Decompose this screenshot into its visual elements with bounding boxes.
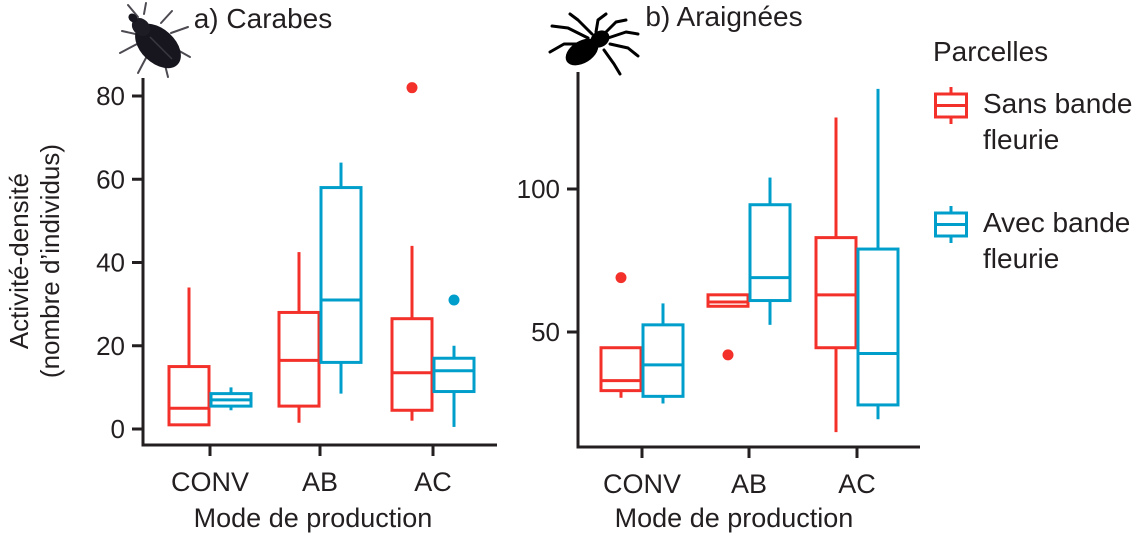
x-tick-label: CONV <box>603 469 681 499</box>
y-axis-label-line2: (nombre d’individus) <box>35 143 65 379</box>
box <box>319 186 363 364</box>
box <box>641 323 685 398</box>
y-tick-label: 20 <box>96 331 125 361</box>
beetle-icon <box>119 2 191 78</box>
y-tick-label: 100 <box>517 174 560 204</box>
x-axis-label-panel-b: Mode de production <box>614 503 854 533</box>
x-tick-label: AB <box>731 469 767 499</box>
outlier-point <box>615 272 627 284</box>
y-tick-label: 40 <box>96 248 125 278</box>
x-tick-label: AC <box>414 467 452 497</box>
x-tick-label: CONV <box>171 467 249 497</box>
box <box>390 317 434 412</box>
box <box>432 356 476 394</box>
box <box>814 236 858 350</box>
box <box>599 346 643 393</box>
box <box>748 203 792 303</box>
legend-label: Sans bande fleurie <box>983 88 1133 155</box>
axis-line <box>576 72 920 449</box>
legend-title: Parcelles <box>933 36 1049 67</box>
legend-item-sans-bande: Sans bande fleurie <box>933 86 1145 158</box>
boxplot-glyph-icon <box>934 87 968 124</box>
legend: Parcelles Sans bande fleurie <box>933 36 1145 277</box>
outlier-point <box>448 294 460 306</box>
box <box>856 247 900 407</box>
panel-b-title: b) Araignées <box>645 1 803 32</box>
axis-line <box>141 78 497 447</box>
box <box>167 365 211 427</box>
outlier-point <box>722 349 734 361</box>
x-tick-label: AC <box>838 469 876 499</box>
y-tick-label: 80 <box>96 81 125 111</box>
y-tick-label: 50 <box>531 317 560 347</box>
y-axis-label: Activité-densité (nombre d’individus) <box>4 51 68 471</box>
legend-label: Avec bande fleurie <box>983 207 1131 274</box>
boxplot-glyph-icon <box>934 206 968 243</box>
outlier-point <box>406 82 418 94</box>
y-tick-label: 0 <box>111 414 125 444</box>
y-axis-label-line1: Activité-densité <box>4 172 34 350</box>
spider-icon <box>548 12 640 76</box>
x-tick-label: AB <box>302 467 338 497</box>
panel-a-title: a) Carabes <box>193 3 333 34</box>
y-tick-label: 60 <box>96 164 125 194</box>
legend-item-avec-bande: Avec bande fleurie <box>933 205 1145 277</box>
x-axis-label-panel-a: Mode de production <box>193 503 433 533</box>
